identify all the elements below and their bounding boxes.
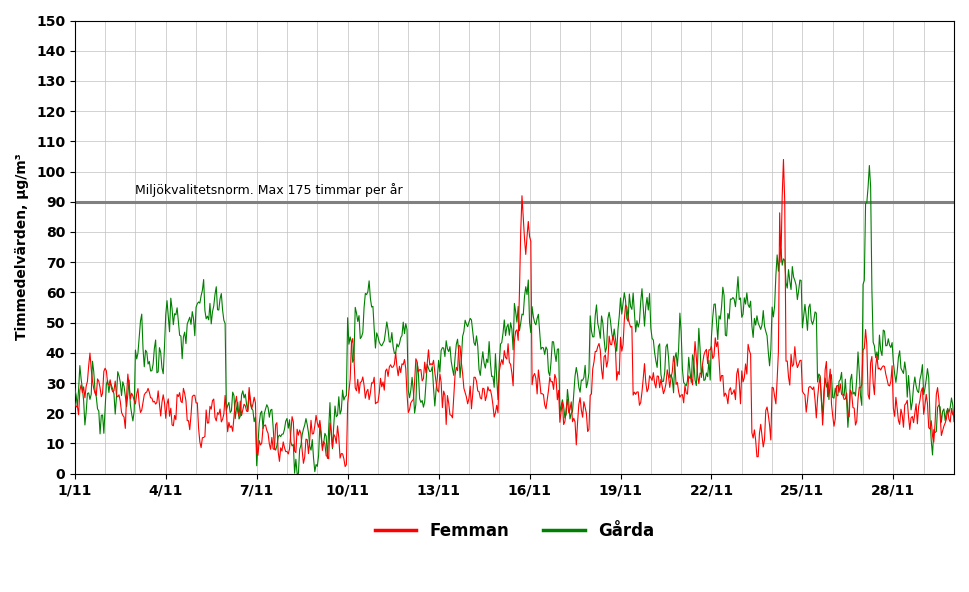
Legend: Femman, Gårda: Femman, Gårda (368, 516, 661, 547)
Y-axis label: Timmedelvärden, µg/m³: Timmedelvärden, µg/m³ (15, 154, 29, 340)
Text: Miljökvalitetsnorm. Max 175 timmar per år: Miljökvalitetsnorm. Max 175 timmar per å… (136, 184, 403, 197)
